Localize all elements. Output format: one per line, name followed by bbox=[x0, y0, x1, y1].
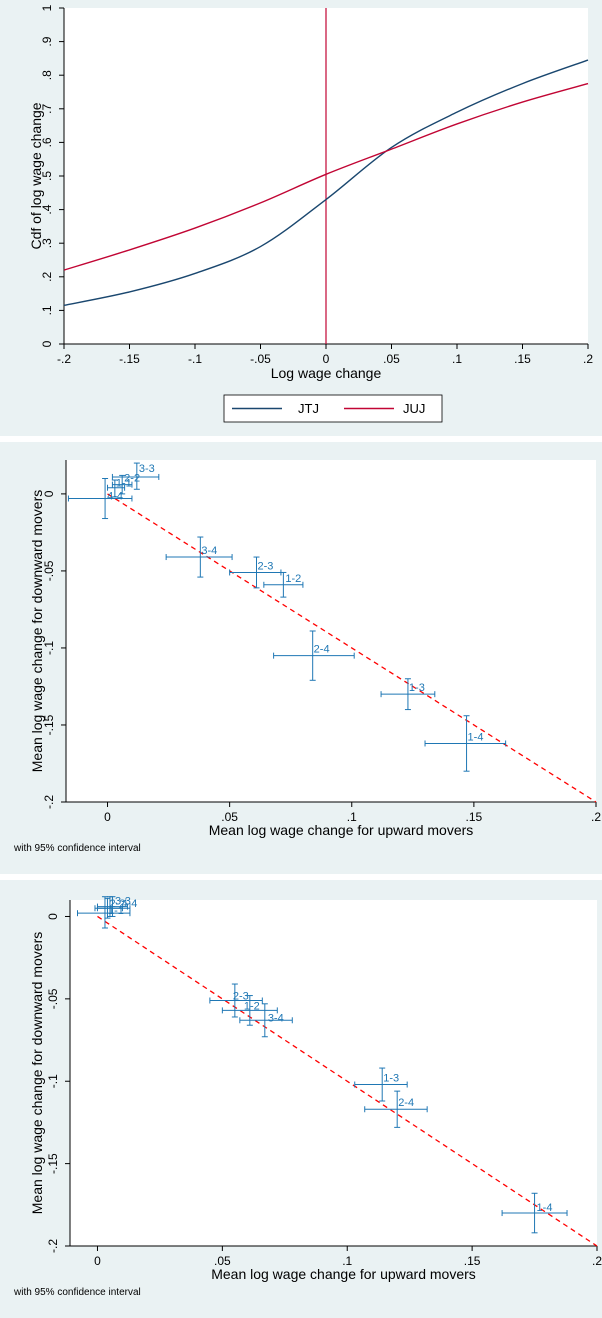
series-line-jtj bbox=[63, 59, 589, 307]
y-tick-label: -.15 bbox=[46, 1153, 60, 1174]
y-tick-label: -.2 bbox=[46, 1239, 60, 1253]
point-label: 1-4 bbox=[468, 731, 484, 743]
data-point-1-3: 1-3 bbox=[354, 1067, 408, 1102]
plot-area bbox=[70, 900, 597, 1246]
y-tick-label: .7 bbox=[40, 103, 54, 113]
series-line-juj bbox=[63, 82, 589, 271]
y-axis-title: Mean log wage change for downward movers bbox=[29, 932, 45, 1215]
cdf-chart-panel: 0 .1 .2 .3 .4 .5 .6 .7 .8 .9 1 -.2 -.15 -.1 -.05 0 .05 .1… bbox=[0, 0, 602, 436]
y-tick-label: 1 bbox=[40, 4, 54, 11]
x-tick-label: 0 bbox=[323, 352, 330, 366]
y-tick-label: .3 bbox=[40, 238, 54, 248]
y-tick-label: .9 bbox=[40, 36, 54, 46]
x-tick-label: .2 bbox=[591, 810, 601, 824]
reference-line bbox=[107, 493, 597, 803]
point-label: 2-4 bbox=[398, 1097, 414, 1109]
plot-area bbox=[66, 460, 596, 802]
point-label: 2-2 bbox=[124, 473, 140, 485]
point-label: 1-3 bbox=[409, 682, 425, 694]
scatter-chart-2: -.2 -.15 -.1 -.05 0 0 .05 .1 .15 .2 Mean log wage … bbox=[13, 896, 602, 1298]
point-label: 1-4 bbox=[537, 1202, 553, 1214]
y-axis-title: Cdf of log wage change bbox=[28, 102, 44, 249]
y-tick-label: -.1 bbox=[42, 641, 56, 655]
data-point-1-1: 1-1 bbox=[76, 896, 131, 929]
x-axis-title: Log wage change bbox=[271, 365, 382, 381]
data-point-1-4: 1-4 bbox=[424, 715, 507, 772]
y-tick-label: -.15 bbox=[42, 714, 56, 735]
x-tick-label: .05 bbox=[221, 810, 238, 824]
x-tick-label: .2 bbox=[583, 352, 593, 366]
x-tick-label: -.2 bbox=[57, 352, 71, 366]
data-point-2-4: 2-4 bbox=[273, 630, 355, 681]
x-tick-label: -.05 bbox=[250, 352, 271, 366]
x-axis-title: Mean log wage change for upward movers bbox=[209, 822, 474, 838]
chart-note: with 95% confidence interval bbox=[13, 843, 141, 854]
data-point-1-2: 1-2 bbox=[263, 571, 304, 598]
y-tick-label: -.05 bbox=[42, 560, 56, 581]
data-point-1-3: 1-3 bbox=[380, 678, 436, 711]
x-tick-label: .05 bbox=[214, 1254, 231, 1268]
point-label: 3-4 bbox=[201, 545, 217, 557]
data-point-4-4: 4-4 bbox=[67, 477, 133, 520]
x-tick-label: .05 bbox=[383, 352, 400, 366]
point-label: 4-4 bbox=[121, 898, 137, 910]
y-tick-label: .4 bbox=[40, 204, 54, 214]
point-label: 3-3 bbox=[115, 896, 131, 908]
y-tick-label: .1 bbox=[40, 305, 54, 315]
x-tick-label: .15 bbox=[464, 1254, 481, 1268]
x-tick-label: -.1 bbox=[188, 352, 202, 366]
point-label: 2-4 bbox=[314, 644, 330, 656]
data-point-1-4: 1-4 bbox=[501, 1192, 568, 1234]
y-tick-label: .2 bbox=[40, 271, 54, 281]
point-label: 2-3 bbox=[233, 991, 249, 1003]
point-label: 1-1 bbox=[116, 478, 132, 490]
point-label: 3-3 bbox=[139, 463, 155, 475]
scatter-chart-panel-1: -.2 -.15 -.1 -.05 0 0 .05 .1 .15 .2 Mean log wage … bbox=[0, 442, 602, 874]
cdf-chart: 0 .1 .2 .3 .4 .5 .6 .7 .8 .9 1 -.2 -.15 -.1 -.05 0 .05 .1… bbox=[28, 4, 593, 423]
data-point-3-4: 3-4 bbox=[239, 1003, 293, 1038]
y-tick-label: 0 bbox=[42, 490, 56, 497]
data-point-2-3: 2-3 bbox=[209, 983, 263, 1018]
point-label: 1-2 bbox=[244, 1000, 260, 1012]
point-label: 3-4 bbox=[268, 1012, 284, 1024]
x-tick-label: 0 bbox=[104, 810, 111, 824]
y-tick-label: .5 bbox=[40, 171, 54, 181]
x-tick-label: 0 bbox=[94, 1254, 101, 1268]
y-tick-label: .6 bbox=[40, 137, 54, 147]
y-axis-title: Mean log wage change for downward movers bbox=[29, 490, 45, 773]
data-point-3-3: 3-3 bbox=[111, 462, 160, 490]
reference-line bbox=[97, 915, 598, 1247]
x-tick-label: -.15 bbox=[119, 352, 140, 366]
x-tick-label: .1 bbox=[342, 1254, 352, 1268]
y-tick-label: .8 bbox=[40, 70, 54, 80]
data-point-2-2: 2-2 bbox=[111, 473, 140, 495]
point-label: 1-3 bbox=[383, 1073, 399, 1085]
data-point-2-3: 2-3 bbox=[229, 556, 282, 589]
y-tick-label: -.2 bbox=[42, 795, 56, 809]
data-point-3-4: 3-4 bbox=[165, 536, 233, 578]
y-tick-label: 0 bbox=[46, 913, 60, 920]
point-label: 2-3 bbox=[258, 560, 274, 572]
point-label: 2-2 bbox=[109, 898, 125, 910]
x-tick-label: .15 bbox=[466, 810, 483, 824]
point-label: 1-2 bbox=[285, 573, 301, 585]
scatter-chart-1: -.2 -.15 -.1 -.05 0 0 .05 .1 .15 .2 Mean log wage … bbox=[13, 460, 601, 854]
x-tick-label: .1 bbox=[452, 352, 462, 366]
x-tick-label: .15 bbox=[514, 352, 531, 366]
y-tick-label: -.05 bbox=[46, 988, 60, 1009]
x-tick-label: .1 bbox=[347, 810, 357, 824]
legend-label-jtj: JTJ bbox=[298, 401, 319, 416]
data-point-2-4: 2-4 bbox=[364, 1090, 428, 1128]
y-tick-label: -.1 bbox=[46, 1074, 60, 1088]
point-label: 1-1 bbox=[108, 905, 124, 917]
legend-label-juj: JUJ bbox=[403, 401, 425, 416]
scatter-chart-panel-2: -.2 -.15 -.1 -.05 0 0 .05 .1 .15 .2 Mean log wage … bbox=[0, 880, 602, 1318]
data-point-1-1: 1-1 bbox=[107, 478, 132, 498]
y-tick-label: 0 bbox=[40, 340, 54, 347]
x-tick-label: .2 bbox=[592, 1254, 602, 1268]
point-label: 4-4 bbox=[107, 491, 123, 503]
chart-note: with 95% confidence interval bbox=[13, 1287, 141, 1298]
x-axis-title: Mean log wage change for upward movers bbox=[211, 1266, 476, 1282]
